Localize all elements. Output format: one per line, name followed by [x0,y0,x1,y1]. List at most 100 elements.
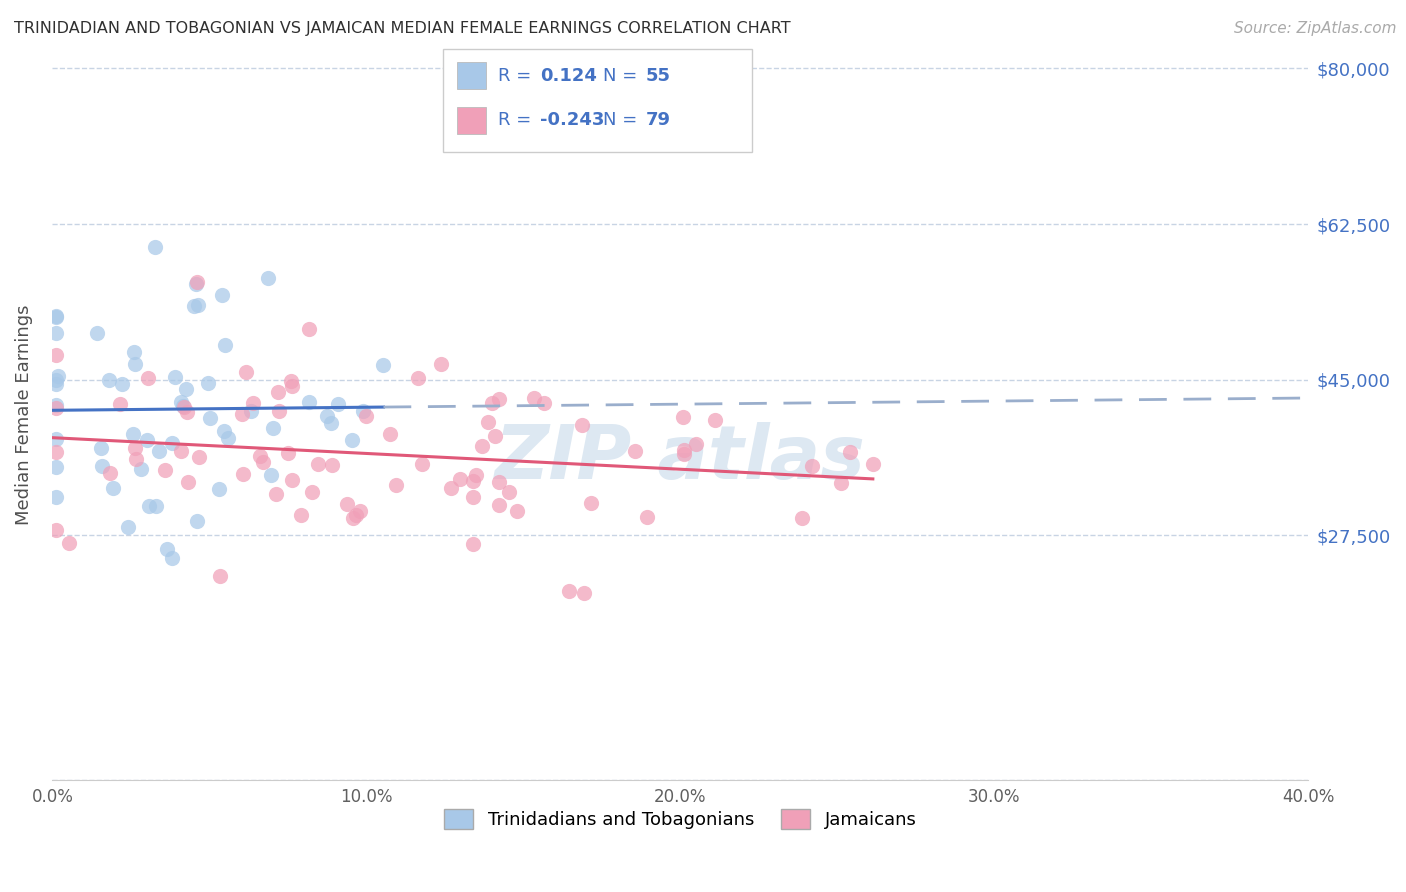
Point [45,459,67,474]
Point [488,499,510,513]
Point [211,288,233,302]
Point [298,395,321,409]
Text: TRINIDADIAN AND TOBAGONIAN VS JAMAICAN MEDIAN FEMALE EARNINGS CORRELATION CHART: TRINIDADIAN AND TOBAGONIAN VS JAMAICAN M… [14,21,790,36]
Point [790,511,813,525]
Point [354,409,377,424]
Point [277,446,299,460]
Point [45,490,67,504]
Point [197,376,219,391]
Point [307,457,329,471]
Point [336,497,359,511]
Point [440,482,463,496]
Point [262,420,284,434]
Point [673,447,696,461]
Point [252,455,274,469]
Text: -0.243: -0.243 [540,112,605,129]
Point [136,371,159,385]
Point [267,384,290,399]
Point [373,358,395,372]
Point [461,490,484,504]
Point [163,370,186,384]
Point [100,466,122,480]
Point [281,473,304,487]
Point [183,299,205,313]
Point [110,397,132,411]
Text: 55: 55 [645,67,671,85]
Point [45,348,67,362]
Point [411,457,433,471]
Point [117,520,139,534]
Point [801,459,824,474]
Point [212,424,235,438]
Point [156,541,179,556]
Point [160,435,183,450]
Point [148,443,170,458]
Point [45,432,67,446]
Point [326,397,349,411]
Point [198,411,221,425]
Point [685,437,707,451]
Point [264,486,287,500]
Point [45,399,67,413]
Point [217,431,239,445]
Y-axis label: Median Female Earnings: Median Female Earnings [15,305,32,525]
Point [463,537,485,551]
Point [172,399,194,413]
Point [449,472,471,486]
Point [45,326,67,341]
Point [45,401,67,416]
Point [90,441,112,455]
Point [256,271,278,285]
Point [488,475,510,489]
Point [231,407,253,421]
Point [280,379,302,393]
Point [506,503,529,517]
Point [124,441,146,455]
Text: 0.124: 0.124 [540,67,596,85]
Point [124,357,146,371]
Point [703,413,725,427]
Text: 79: 79 [645,112,671,129]
Point [98,373,121,387]
Point [471,439,494,453]
Point [352,403,374,417]
Point [186,276,208,290]
Point [290,508,312,522]
Point [239,404,262,418]
Point [145,500,167,514]
Point [498,484,520,499]
Point [477,415,499,429]
Point [280,374,302,388]
Point [523,391,546,405]
Point [259,467,281,482]
Point [269,404,291,418]
Point [176,382,198,396]
Point [385,477,408,491]
Point [406,370,429,384]
Text: R =: R = [498,67,537,85]
Point [533,396,555,410]
Point [579,496,602,510]
Point [208,482,231,496]
Point [301,485,323,500]
Point [484,429,506,443]
Point [187,450,209,465]
Point [316,409,339,423]
Point [45,523,67,537]
Point [235,365,257,379]
Point [155,463,177,477]
Point [430,357,453,371]
Text: ZIP atlas: ZIP atlas [495,423,866,495]
Point [572,586,595,600]
Point [170,395,193,409]
Point [184,277,207,291]
Point [45,310,67,324]
Point [342,510,364,524]
Point [45,445,67,459]
Point [58,536,80,550]
Point [623,443,645,458]
Point [249,449,271,463]
Point [90,459,112,474]
Point [839,445,862,459]
Point [571,417,593,432]
